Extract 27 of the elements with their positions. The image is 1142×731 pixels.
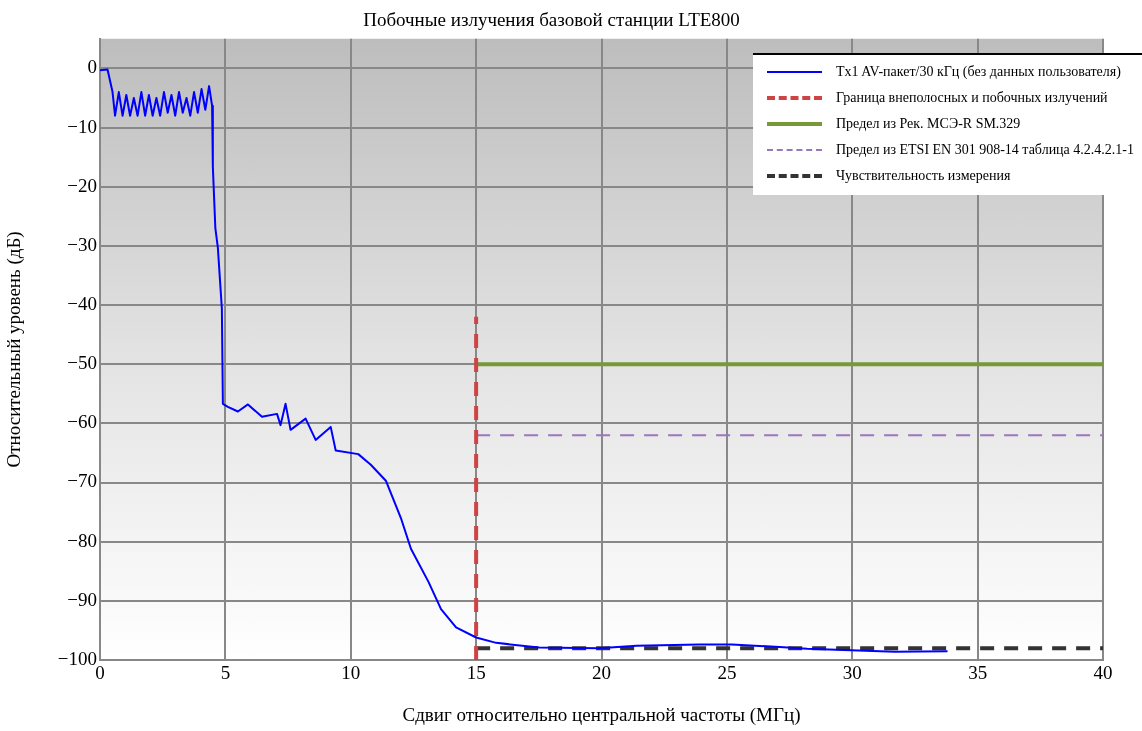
- y-tick-label: 0: [87, 56, 97, 78]
- legend-label: Предел из ETSI EN 301 908-14 таблица 4.2.4.2.1-1: [836, 142, 1134, 158]
- x-axis-title: Сдвиг относительно центральной частоты (МГц): [402, 703, 801, 726]
- x-tick-label: 20: [592, 662, 611, 684]
- chart-title: Побочные излучения базовой станции LTE800: [363, 9, 740, 31]
- y-tick-label: −60: [67, 411, 97, 433]
- legend-label: Tx1 AV-пакет/30 кГц (без данных пользователя): [836, 64, 1121, 80]
- x-tick-label: 10: [341, 662, 361, 684]
- y-axis-title: Относительный уровень (дБ): [3, 231, 26, 468]
- x-tick-label: 15: [466, 662, 486, 684]
- y-tick-label: −80: [67, 529, 97, 551]
- legend-label: Предел из Рек. МСЭ-R SM.329: [836, 116, 1021, 132]
- y-tick-label: −30: [67, 233, 97, 255]
- x-tick-label: 35: [968, 662, 988, 684]
- x-tick-label: 25: [717, 662, 737, 684]
- y-tick-label: −40: [67, 293, 97, 315]
- y-tick-label: −90: [67, 588, 97, 610]
- y-tick-label: −70: [67, 470, 97, 492]
- x-tick-label: 40: [1093, 662, 1113, 684]
- x-tick-label: 30: [842, 662, 862, 684]
- legend-label: Чувствительность измерения: [836, 168, 1011, 184]
- y-tick-label: −10: [67, 115, 97, 137]
- y-tick-label: −50: [67, 352, 97, 374]
- y-tick-label: −20: [67, 174, 97, 196]
- legend-label: Граница внеполосных и побочных излучений: [836, 90, 1108, 106]
- y-tick-label: −100: [57, 647, 97, 669]
- x-tick-label: 5: [220, 662, 231, 684]
